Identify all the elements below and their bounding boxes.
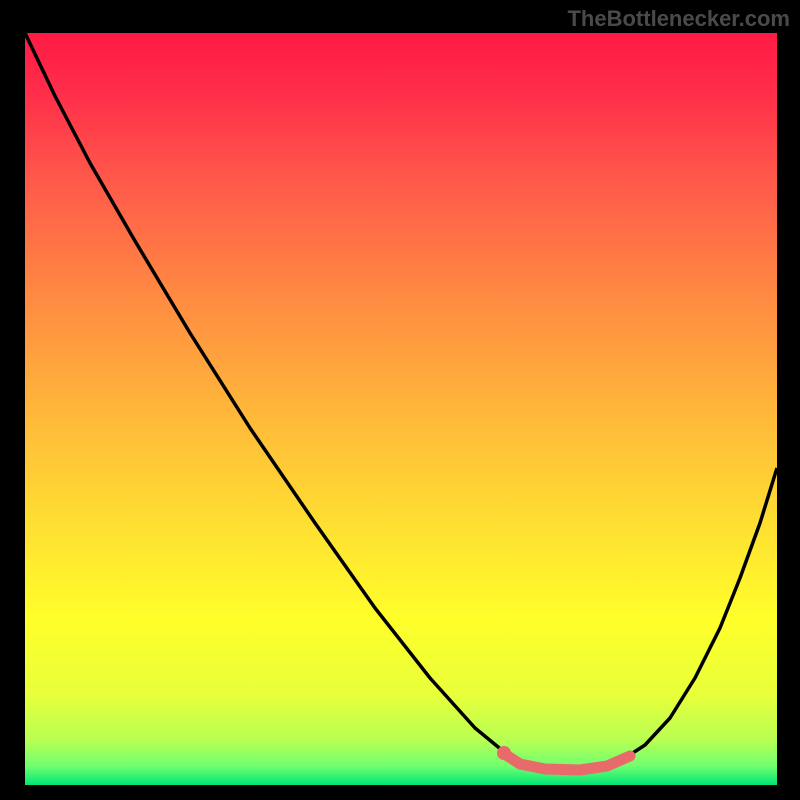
optimal-point-marker [497,746,511,760]
attribution-text: TheBottlenecker.com [567,6,790,32]
optimal-range-marker [503,753,630,770]
bottleneck-chart [25,33,777,785]
chart-curve-layer [25,33,777,785]
bottleneck-curve [25,33,777,768]
